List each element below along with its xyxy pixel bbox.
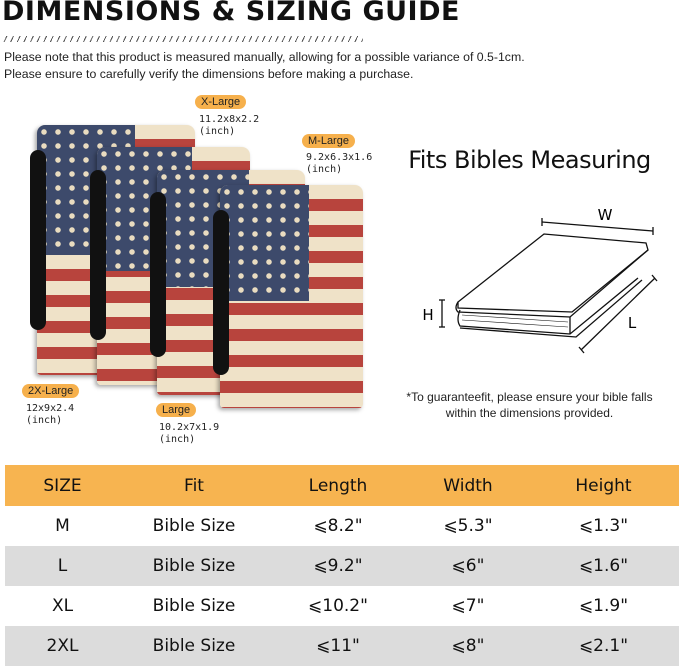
size-table: SIZE Fit Length Width Height M Bible Size… xyxy=(5,465,679,666)
table-row: M Bible Size ⩽8.2" ⩽5.3" ⩽1.3" xyxy=(5,506,679,546)
unit-xlarge: (inch) xyxy=(199,126,236,137)
cell-height: ⩽1.6" xyxy=(528,546,679,586)
col-header-fit: Fit xyxy=(120,465,268,506)
col-header-height: Height xyxy=(528,465,679,506)
verify-note: Please ensure to carefully verify the di… xyxy=(4,67,414,81)
cell-fit: Bible Size xyxy=(120,626,268,666)
fit-note-line2: within the dimensions provided. xyxy=(445,406,614,420)
cell-fit: Bible Size xyxy=(120,546,268,586)
col-header-length: Length xyxy=(268,465,408,506)
col-header-width: Width xyxy=(408,465,528,506)
variance-note: Please note that this product is measure… xyxy=(4,50,525,64)
cell-length: ⩽9.2" xyxy=(268,546,408,586)
dims-large: 10.2x7x1.9 xyxy=(159,422,220,433)
diagram-title: Fits Bibles Measuring xyxy=(408,146,651,174)
unit-2xlarge: (inch) xyxy=(26,415,63,426)
book-icon xyxy=(439,218,658,354)
cell-width: ⩽7" xyxy=(451,596,485,616)
table-row: L Bible Size ⩽9.2" ⩽6" ⩽1.6" xyxy=(5,546,679,586)
unit-large: (inch) xyxy=(159,434,196,445)
size-badge-xlarge: X-Large xyxy=(195,95,247,109)
size-badge-large: Large xyxy=(156,403,197,417)
table-header-row: SIZE Fit Length Width Height xyxy=(5,465,679,506)
cell-width: ⩽5.3" xyxy=(443,516,493,536)
cell-size: L xyxy=(5,546,120,586)
hatch-divider xyxy=(3,36,363,42)
fit-guarantee-note: *To guaranteefit, please ensure your bib… xyxy=(380,389,679,421)
cell-length: ⩽8.2" xyxy=(313,516,363,536)
fit-note-line1: *To guaranteefit, please ensure your bib… xyxy=(406,390,653,404)
size-badge-2xlarge: 2X-Large xyxy=(22,384,80,398)
length-label: L xyxy=(628,314,637,332)
strap-xl xyxy=(90,170,106,340)
cell-height: ⩽2.1" xyxy=(528,626,679,666)
height-label: H xyxy=(422,306,433,324)
page-title: DIMENSIONS & SIZING GUIDE xyxy=(2,0,460,27)
table-row: XL Bible Size ⩽10.2" ⩽7" ⩽1.9" xyxy=(5,586,679,626)
cell-height: ⩽1.9" xyxy=(578,596,629,616)
cover-m xyxy=(220,185,363,408)
size-badge-mlarge: M-Large xyxy=(302,134,355,148)
table-row: 2XL Bible Size ⩽11" ⩽8" ⩽2.1" xyxy=(5,626,679,666)
dims-2xlarge: 12x9x2.4 xyxy=(26,403,75,414)
cell-size: 2XL xyxy=(5,626,120,666)
cell-fit: Bible Size xyxy=(152,516,236,536)
cell-width: ⩽8" xyxy=(408,626,528,666)
unit-mlarge: (inch) xyxy=(306,164,343,175)
strap-l xyxy=(150,192,166,357)
width-label: W xyxy=(598,206,613,224)
strap-m xyxy=(213,210,229,375)
cell-fit: Bible Size xyxy=(152,596,236,616)
cell-size: XL xyxy=(51,596,74,616)
cell-length: ⩽10.2" xyxy=(308,596,368,616)
cell-length: ⩽11" xyxy=(268,626,408,666)
cell-height: ⩽1.3" xyxy=(578,516,629,536)
dims-mlarge: 9.2x6.3x1.6 xyxy=(306,152,373,163)
cell-width: ⩽6" xyxy=(408,546,528,586)
col-header-size: SIZE xyxy=(5,465,120,506)
book-diagram: W H L xyxy=(422,206,658,354)
strap-2xl xyxy=(30,150,46,330)
cell-size: M xyxy=(55,516,70,536)
dims-xlarge: 11.2x8x2.2 xyxy=(199,114,260,125)
